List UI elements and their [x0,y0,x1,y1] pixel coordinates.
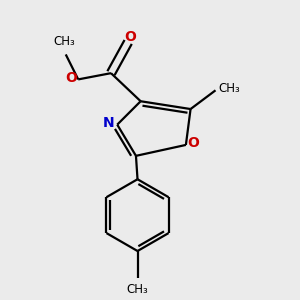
Text: O: O [65,71,77,85]
Text: O: O [188,136,200,150]
Text: N: N [103,116,114,130]
Text: CH₃: CH₃ [219,82,240,95]
Text: CH₃: CH₃ [127,283,148,296]
Text: CH₃: CH₃ [53,34,75,48]
Text: O: O [124,30,136,44]
